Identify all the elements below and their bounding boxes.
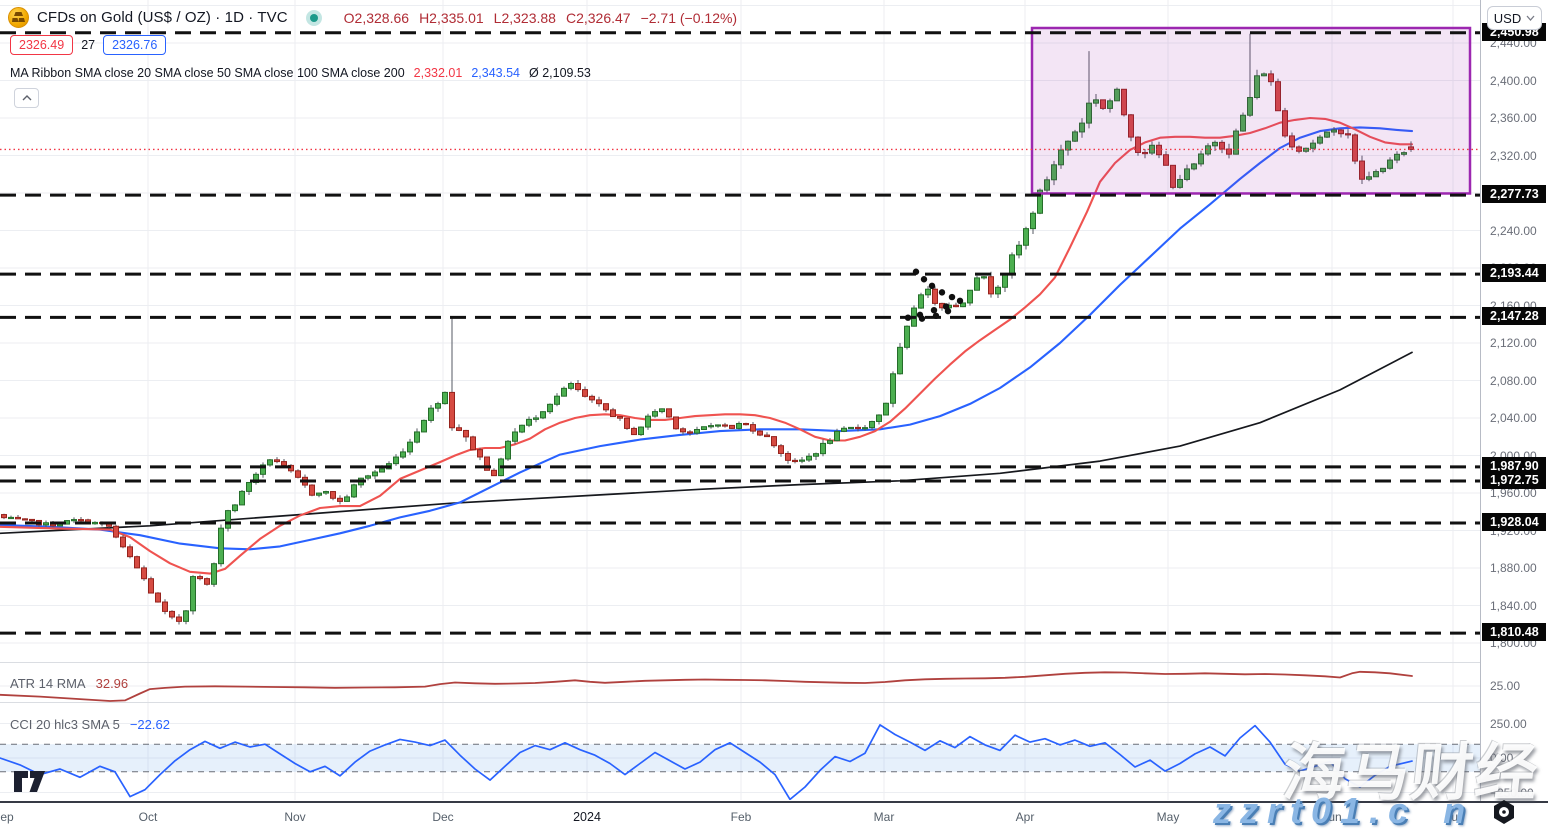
ma-ribbon-label[interactable]: MA Ribbon SMA close 20 SMA close 50 SMA … [10,66,405,80]
gold-coin-icon [8,7,29,28]
price-axis-tick: 2,320.00 [1490,148,1537,163]
pane-separator-atr[interactable] [0,662,1548,663]
time-axis-label: Jul [1445,810,1461,824]
market-status-icon[interactable] [305,9,322,26]
price-axis-tick: 1,960.00 [1490,486,1537,500]
price-flag-middle: 27 [81,38,96,52]
time-axis-label: Nov [284,810,306,824]
ohlc-close: C2,326.47 [565,9,631,26]
cci-value: −22.62 [129,717,170,732]
price-axis-tick: 1,840.00 [1490,598,1537,613]
time-axis-label: Sep [0,810,14,824]
currency-value: USD [1493,10,1522,26]
sma20-value: 2,332.01 [413,66,463,80]
sr-price-label: 1,810.48 [1482,623,1546,642]
atr-title[interactable]: ATR 14 RMA [10,676,86,691]
ohlc-high: H2,335.01 [419,9,484,26]
atr-axis-tick: 25.00 [1490,679,1521,693]
sr-price-label: 2,193.44 [1482,264,1546,283]
sma-average-value: Ø 2,109.53 [529,66,591,80]
currency-selector[interactable]: USD [1487,6,1542,30]
pane-separator-cci[interactable] [0,702,1548,703]
watermark-nut-icon [1494,800,1514,824]
sr-price-label: 2,147.28 [1482,307,1546,326]
symbol-title[interactable]: CFDs on Gold (US$ / OZ) · 1D · TVC [37,9,288,26]
atr-value: 32.96 [95,676,129,691]
symbol-legend: CFDs on Gold (US$ / OZ) · 1D · TVC O2,32… [8,7,737,28]
price-axis-tick: 2,360.00 [1490,111,1537,125]
time-axis[interactable]: Sep Oct Nov Dec 2024 Feb Mar Apr May Jun Jul [0,803,1548,833]
price-axis-tick: 2,240.00 [1490,223,1537,238]
ohlc-values: O2,328.66 H2,335.01 L2,323.88 C2,326.47 … [344,10,737,26]
price-axis[interactable]: 2,440.002,400.002,360.002,320.002,280.00… [1480,0,1548,801]
sma50-value: 2,343.54 [471,66,520,80]
chevron-down-icon [1526,15,1535,21]
sr-price-label: 1,972.75 [1482,471,1546,490]
time-axis-label: Jun [1322,810,1342,824]
price-flag-blue[interactable]: 2326.76 [103,35,167,55]
cci-axis-tick: 250.00 [1490,716,1527,731]
legend-collapse-button[interactable] [14,88,39,108]
price-flag-row: 2326.49 27 2326.76 [10,35,167,55]
ohlc-change: −2.71 (−0.12%) [640,9,738,26]
cci-title[interactable]: CCI 20 hlc3 SMA 5 [10,717,120,732]
cci-axis-tick: 0.00 [1490,751,1514,765]
price-axis-tick: 2,080.00 [1490,373,1537,388]
price-axis-tick: 2,040.00 [1490,411,1537,425]
price-flag-red[interactable]: 2326.49 [10,35,74,55]
sr-price-label: 1,987.90 [1482,456,1546,475]
tradingview-logo[interactable] [14,771,46,793]
ma-ribbon-legend: MA Ribbon SMA close 20 SMA close 50 SMA … [10,66,591,80]
main-chart-canvas[interactable] [0,0,1480,803]
ohlc-open: O2,328.66 [343,9,410,26]
chevron-up-icon [22,95,31,101]
cci-axis-tick: −250.00 [1490,785,1534,800]
time-axis-label: Mar [873,810,895,824]
time-axis-label: 2024 [573,810,601,824]
time-axis-label: Feb [730,810,752,824]
sr-price-label: 2,277.73 [1482,185,1546,204]
cci-legend: CCI 20 hlc3 SMA 5 −22.62 [10,717,170,732]
price-axis-tick: 2,400.00 [1490,73,1537,88]
time-axis-label: Dec [432,810,454,824]
price-axis-tick: 1,880.00 [1490,561,1537,575]
ohlc-low: L2,323.88 [493,9,556,26]
time-axis-border [0,801,1548,803]
sr-price-label: 1,928.04 [1482,512,1546,531]
time-axis-label: Oct [138,810,158,824]
atr-legend: ATR 14 RMA 32.96 [10,676,128,691]
time-axis-label: May [1156,810,1180,824]
time-axis-label: Apr [1015,810,1035,824]
price-axis-tick: 2,120.00 [1490,336,1537,350]
